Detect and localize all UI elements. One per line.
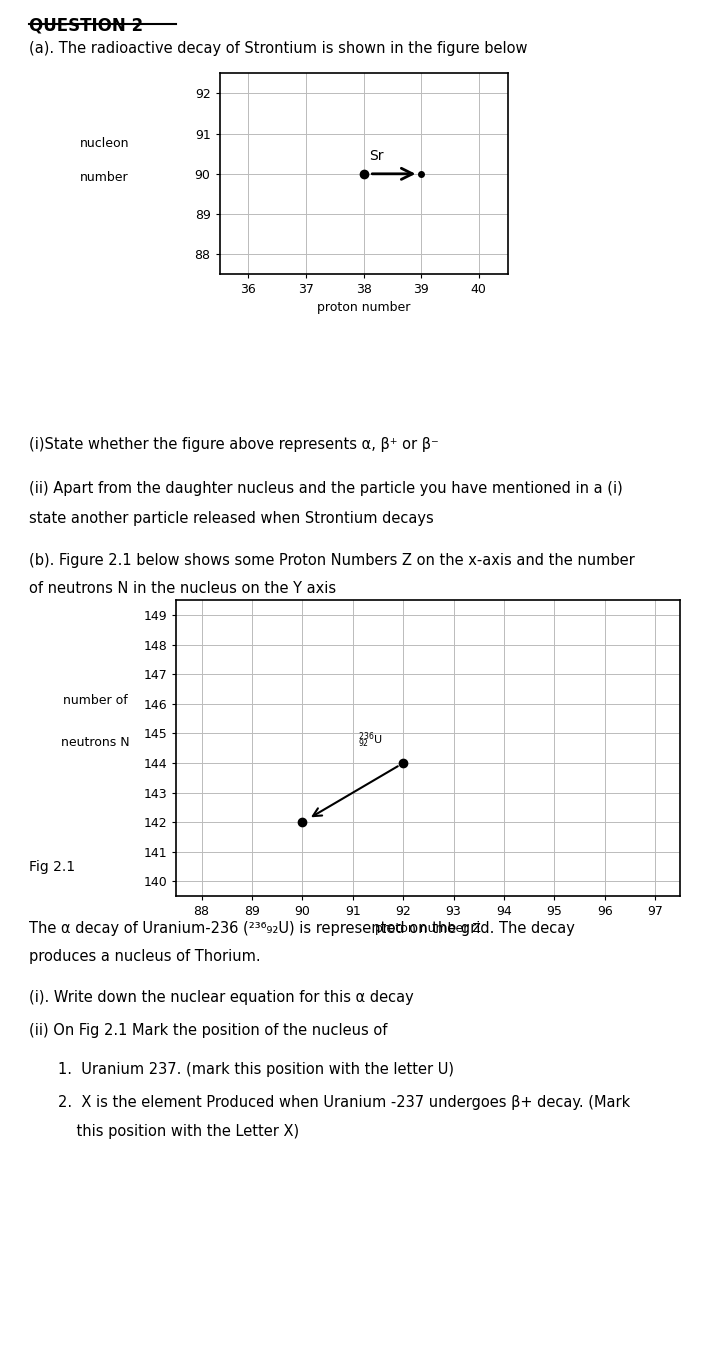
Text: (b). Figure 2.1 below shows some Proton Numbers Z on the x-axis and the number: (b). Figure 2.1 below shows some Proton … [29, 553, 634, 568]
Text: 1.  Uranium 237. (mark this position with the letter U): 1. Uranium 237. (mark this position with… [58, 1062, 454, 1077]
Text: number: number [80, 171, 129, 185]
Text: Fig 2.1: Fig 2.1 [29, 860, 75, 873]
Text: (ii) On Fig 2.1 Mark the position of the nucleus of: (ii) On Fig 2.1 Mark the position of the… [29, 1023, 387, 1038]
Text: (ii) Apart from the daughter nucleus and the particle you have mentioned in a (i: (ii) Apart from the daughter nucleus and… [29, 481, 623, 496]
Text: 2.  X is the element Produced when Uranium -237 undergoes β+ decay. (Mark: 2. X is the element Produced when Uraniu… [58, 1095, 630, 1109]
Text: neutrons N: neutrons N [61, 736, 130, 748]
Text: Sr: Sr [369, 148, 384, 163]
Text: number of: number of [63, 694, 128, 708]
Text: this position with the Letter X): this position with the Letter X) [58, 1124, 299, 1139]
Text: (i)State whether the figure above represents α, β⁺ or β⁻: (i)State whether the figure above repres… [29, 437, 438, 452]
Text: nucleon: nucleon [80, 137, 129, 151]
Text: (a). The radioactive decay of Strontium is shown in the figure below: (a). The radioactive decay of Strontium … [29, 41, 527, 56]
X-axis label: proton number Z: proton number Z [375, 922, 482, 936]
Text: The α decay of Uranium-236 (²³⁶₉₂U) is represented on the grid. The decay: The α decay of Uranium-236 (²³⁶₉₂U) is r… [29, 921, 575, 936]
Text: of neutrons N in the nucleus on the Y axis: of neutrons N in the nucleus on the Y ax… [29, 581, 336, 596]
Text: (i). Write down the nuclear equation for this α decay: (i). Write down the nuclear equation for… [29, 990, 413, 1005]
X-axis label: proton number: proton number [317, 300, 410, 314]
Text: produces a nucleus of Thorium.: produces a nucleus of Thorium. [29, 949, 261, 964]
Text: state another particle released when Strontium decays: state another particle released when Str… [29, 511, 433, 526]
Text: QUESTION 2: QUESTION 2 [29, 16, 143, 34]
Text: $^{236}_{92}$U: $^{236}_{92}$U [358, 731, 382, 750]
